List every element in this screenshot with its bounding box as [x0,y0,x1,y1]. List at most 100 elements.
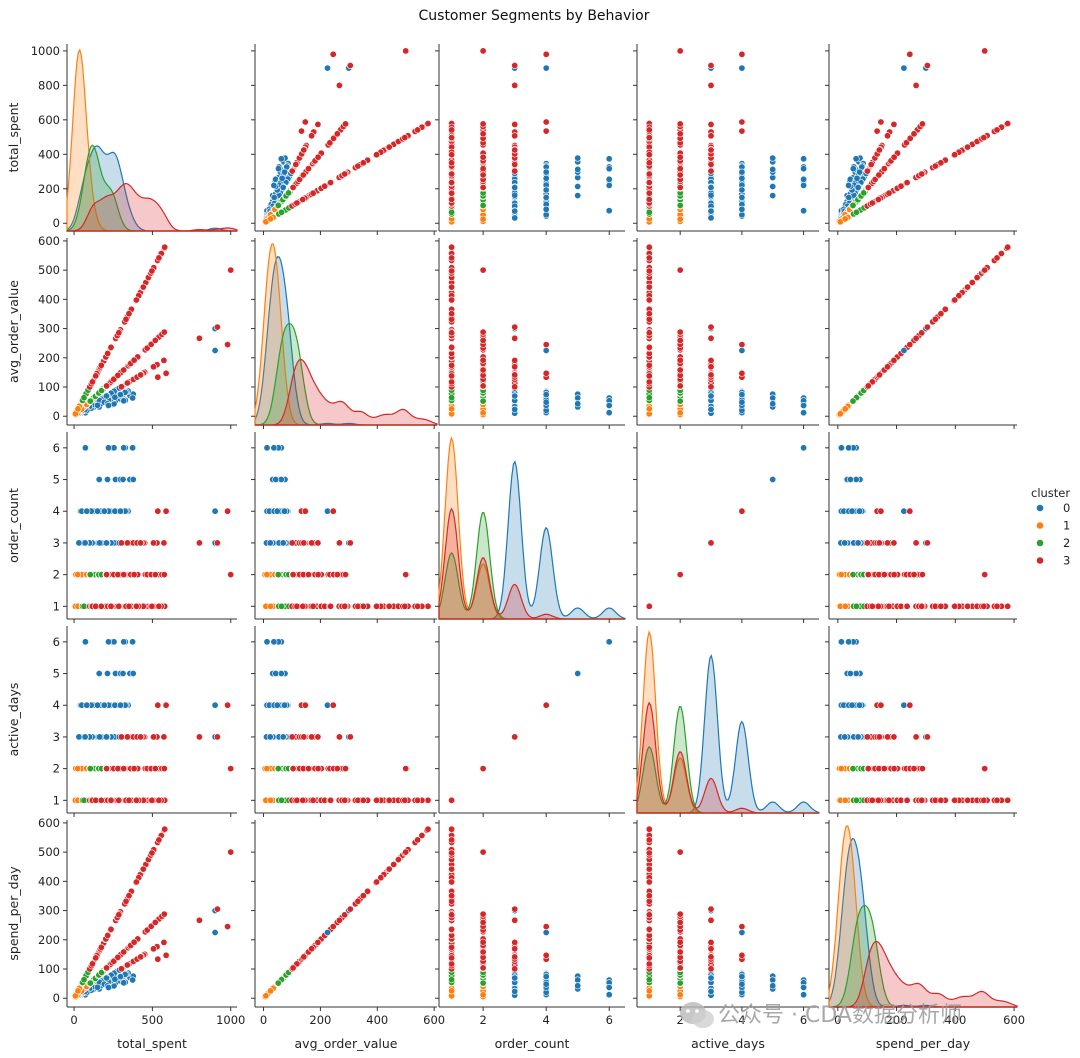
point-cluster-0 [574,154,582,162]
point-cluster-3 [341,120,349,128]
point-cluster-0 [800,181,808,189]
y-tick-label: 300 [38,322,60,336]
point-cluster-3 [964,283,972,291]
point-cluster-0 [856,168,864,176]
point-cluster-3 [676,266,684,274]
point-cluster-0 [852,155,860,163]
point-cluster-3 [227,266,235,274]
point-cluster-0 [738,205,746,213]
point-cluster-0 [95,475,103,483]
point-cluster-3 [448,189,456,197]
point-cluster-3 [873,127,881,135]
point-cluster-0 [800,155,808,163]
point-cluster-2 [274,201,282,209]
point-cluster-3 [707,363,715,371]
point-cluster-0 [542,391,550,399]
point-cluster-3 [645,189,653,197]
point-cluster-0 [605,181,613,189]
point-cluster-3 [448,134,456,142]
y-tick-label: 400 [38,292,60,306]
point-cluster-0 [542,174,550,182]
point-cluster-2 [645,208,653,216]
point-cluster-0 [278,174,286,182]
point-cluster-3 [448,343,456,351]
point-cluster-3 [511,167,519,175]
point-cluster-3 [676,153,684,161]
point-cluster-3 [130,356,138,364]
point-cluster-3 [880,165,888,173]
point-cluster-3 [676,382,684,390]
point-cluster-3 [479,336,487,344]
point-cluster-0 [574,183,582,191]
point-cluster-3 [707,323,715,331]
point-cluster-3 [479,184,487,192]
point-cluster-0 [800,401,808,409]
point-cluster-3 [890,356,898,364]
point-cluster-3 [707,334,715,342]
point-cluster-3 [335,81,343,89]
y-tick-label: 200 [38,182,60,196]
point-cluster-3 [707,383,715,391]
point-cluster-3 [875,146,883,154]
point-cluster-1 [645,405,653,413]
point-cluster-3 [479,153,487,161]
y-tick-label: 100 [38,380,60,394]
point-cluster-3 [132,296,140,304]
point-cluster-0 [117,391,125,399]
point-cluster-3 [645,361,653,369]
panel-total_spent-vs-spend_per_day [825,44,1017,235]
point-cluster-3 [676,130,684,138]
point-cluster-3 [154,373,162,381]
point-cluster-0 [738,391,746,399]
point-cluster-3 [645,283,653,291]
point-cluster-3 [874,196,882,204]
point-cluster-3 [676,366,684,374]
point-cluster-3 [864,382,872,390]
point-cluster-3 [448,283,456,291]
panel-avg_order_value-vs-active_days [633,238,819,429]
point-cluster-0 [738,168,746,176]
point-cluster-3 [448,151,456,159]
point-cluster-0 [738,398,746,406]
point-cluster-3 [923,61,931,69]
point-cluster-3 [738,127,746,135]
point-cluster-3 [479,171,487,179]
point-cluster-3 [937,159,945,167]
point-cluster-3 [707,81,715,89]
point-cluster-0 [769,400,777,408]
point-cluster-0 [769,154,777,162]
point-cluster-3 [883,132,891,140]
point-cluster-1 [267,215,275,223]
point-cluster-1 [479,215,487,223]
point-cluster-0 [117,507,125,515]
point-cluster-0 [542,168,550,176]
point-cluster-3 [155,254,163,262]
point-cluster-3 [918,170,926,178]
point-cluster-0 [605,155,613,163]
point-cluster-3 [448,372,456,380]
point-cluster-0 [800,207,808,215]
point-cluster-0 [100,507,108,515]
point-cluster-0 [738,186,746,194]
point-cluster-3 [329,50,337,58]
point-cluster-2 [645,394,653,402]
point-cluster-3 [676,165,684,173]
y-tick-label: 800 [38,78,60,92]
point-cluster-0 [105,401,113,409]
point-cluster-0 [605,175,613,183]
point-cluster-0 [900,64,908,72]
y-tick-label: 200 [38,351,60,365]
point-cluster-0 [574,394,582,402]
point-cluster-3 [993,126,1001,134]
point-cluster-3 [645,126,653,134]
point-cluster-3 [341,170,349,178]
point-cluster-3 [910,130,918,138]
point-cluster-0 [94,401,102,409]
point-cluster-3 [511,161,519,169]
point-cluster-0 [769,165,777,173]
point-cluster-3 [980,134,988,142]
point-cluster-3 [645,378,653,386]
